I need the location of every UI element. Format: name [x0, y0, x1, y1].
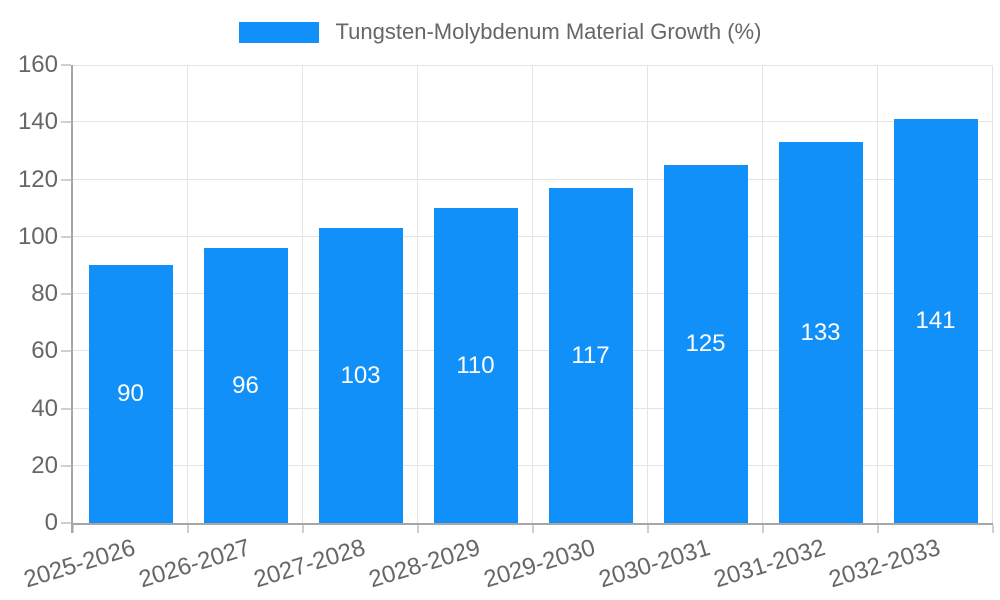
y-gridline [73, 407, 993, 409]
x-axis-tick [302, 525, 304, 533]
x-axis-category-label: 2032-2033 [825, 534, 944, 594]
x-axis-category-label: 2031-2032 [710, 534, 829, 594]
y-axis-tick-label: 0 [44, 509, 58, 536]
y-axis-tick-label: 60 [31, 337, 58, 365]
y-axis-tick [61, 464, 71, 467]
x-gridline [762, 65, 763, 523]
x-gridline [877, 65, 878, 523]
x-axis-tick [72, 525, 74, 533]
x-axis-line [71, 523, 993, 525]
bar-value-label: 125 [685, 330, 726, 358]
y-axis-tick [61, 407, 71, 410]
x-axis-tick [877, 525, 879, 533]
legend-swatch-icon[interactable] [238, 21, 319, 43]
bar: 96 [203, 248, 288, 523]
x-gridline [187, 65, 188, 523]
x-axis-category-label: 2029-2030 [480, 534, 599, 594]
x-gridline [417, 65, 418, 523]
bar: 103 [318, 228, 403, 523]
y-axis-tick-label: 100 [17, 222, 58, 250]
y-gridline [73, 464, 993, 466]
y-axis-tick [61, 121, 71, 124]
bar: 141 [893, 119, 978, 523]
y-gridline [73, 65, 993, 66]
y-axis-tick-label: 80 [31, 280, 58, 307]
y-axis-tick [61, 522, 71, 524]
x-axis-category-label: 2030-2031 [595, 534, 714, 594]
plot-area: 0 20 40 60 80 100 120 140 160 90 96 103 110 117 125 133… [18, 52, 994, 593]
x-axis-tick [762, 525, 764, 533]
x-axis-tick [532, 525, 534, 533]
y-axis-tick [61, 64, 71, 66]
bar-value-label: 110 [456, 351, 495, 379]
y-gridline [73, 293, 993, 294]
x-axis-category-label: 2028-2029 [365, 534, 484, 594]
y-axis-tick-label: 40 [31, 394, 58, 422]
x-axis-category-label: 2027-2028 [250, 534, 369, 594]
bar: 110 [433, 208, 518, 523]
y-axis-tick-label: 20 [31, 451, 58, 479]
y-axis-tick [61, 178, 71, 181]
bar: 117 [548, 188, 633, 523]
x-axis-category-label: 2026-2027 [135, 534, 254, 594]
bar: 90 [88, 265, 173, 523]
y-gridline [73, 121, 993, 123]
bar: 133 [778, 142, 863, 523]
y-axis-tick-label: 140 [17, 108, 58, 136]
x-gridline [302, 65, 303, 523]
x-axis-tick [992, 525, 994, 533]
y-axis-tick-label: 120 [17, 165, 58, 193]
y-gridline [73, 178, 993, 180]
y-axis-line [71, 65, 73, 533]
bar-value-label: 117 [571, 341, 610, 369]
x-gridline [532, 65, 533, 523]
x-gridline [992, 65, 993, 523]
y-gridline [73, 350, 993, 352]
y-gridline [73, 235, 993, 237]
x-axis-tick [417, 525, 419, 533]
chart-legend: Tungsten-Molybdenum Material Growth (%) [0, 19, 1000, 45]
bar-value-label: 141 [915, 307, 956, 335]
y-axis-tick [61, 235, 71, 238]
x-axis-tick [647, 525, 649, 533]
x-axis-tick [187, 525, 189, 533]
y-axis-tick [61, 350, 71, 353]
bar-value-label: 90 [117, 380, 144, 408]
x-axis-category-label: 2025-2026 [20, 534, 139, 594]
legend-series-label[interactable]: Tungsten-Molybdenum Material Growth (%) [335, 19, 762, 44]
bar-value-label: 96 [232, 371, 259, 399]
bar-value-label: 133 [800, 318, 841, 346]
bar-value-label: 103 [340, 361, 381, 389]
y-axis-tick-label: 160 [17, 51, 58, 78]
bar: 125 [663, 165, 748, 523]
y-axis-tick [61, 293, 71, 295]
x-gridline [647, 65, 648, 523]
